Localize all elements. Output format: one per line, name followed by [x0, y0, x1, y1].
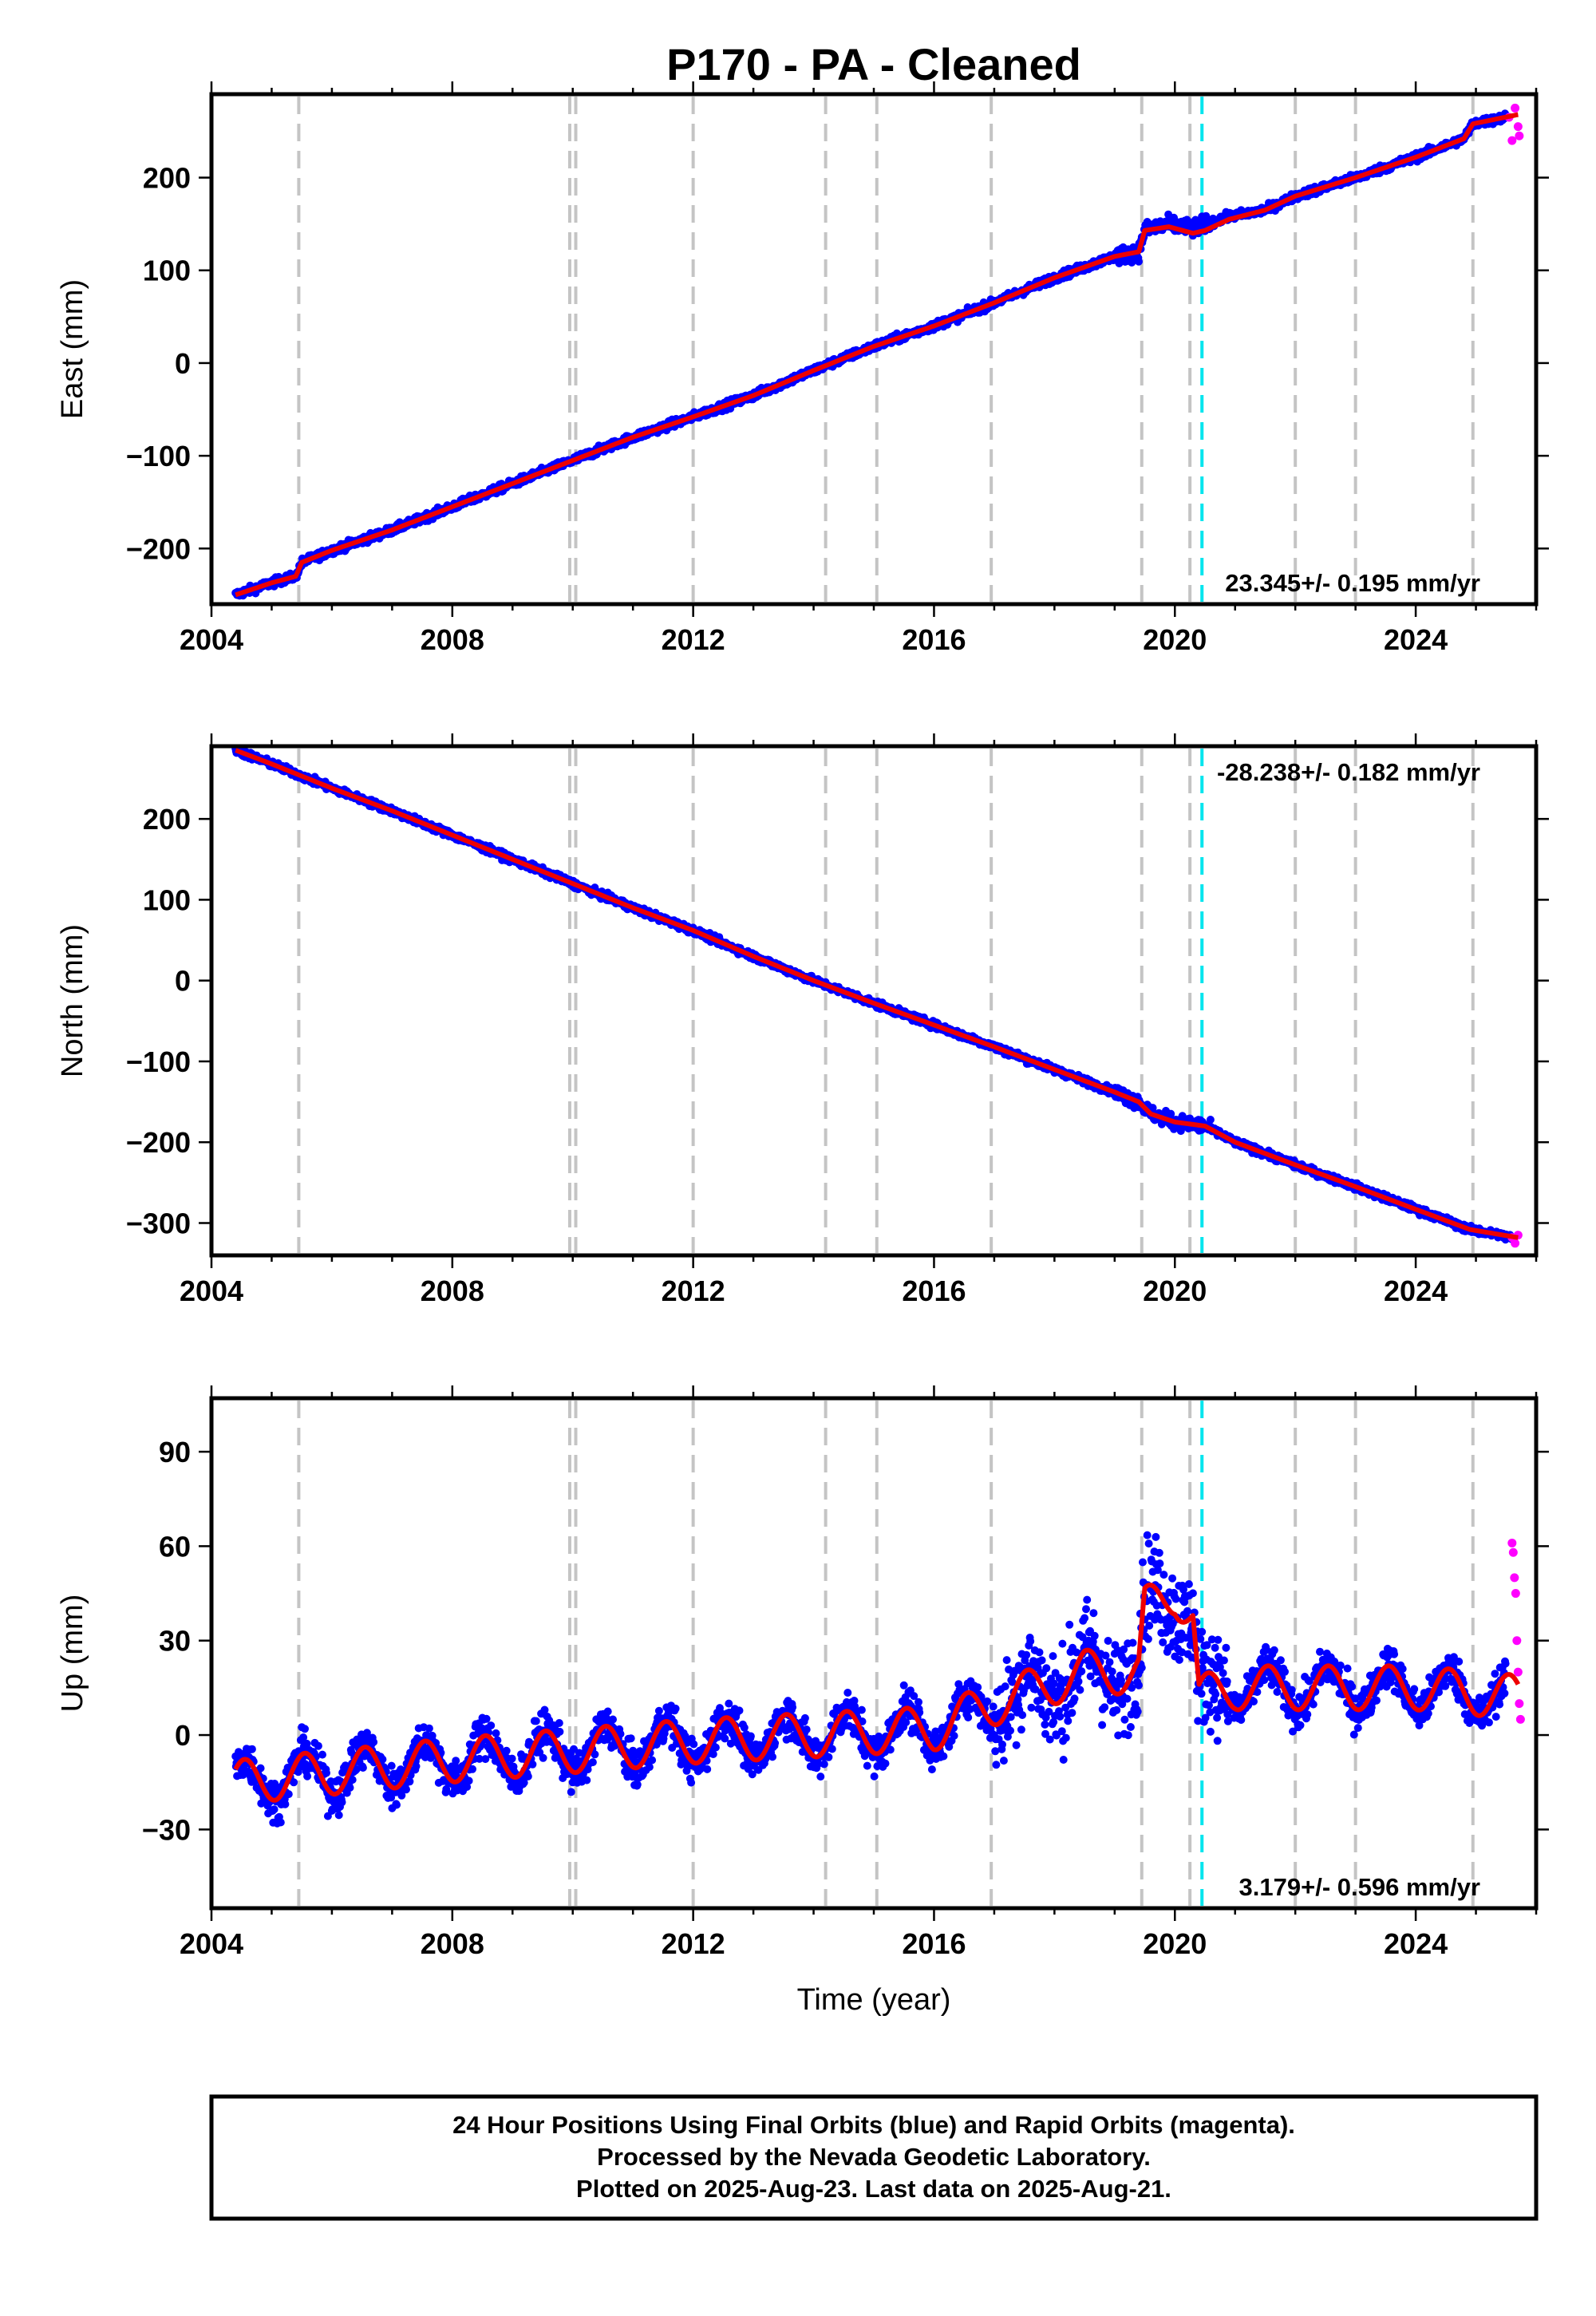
- rapid-orbit-point: [1515, 131, 1524, 140]
- x-tick-label: 2012: [662, 1275, 725, 1307]
- y-tick-label: −30: [142, 1813, 191, 1846]
- footer-frame: [209, 2094, 1539, 2221]
- y-tick-label: −300: [126, 1207, 191, 1239]
- x-tick-label: 2004: [180, 1275, 243, 1307]
- east-panel: 2004 2008 2012 2016 2020 2024 −200 −100 0 100 200 E…: [56, 81, 1549, 656]
- y-tick-label: −100: [126, 440, 191, 472]
- y-axis-label: North (mm): [56, 924, 89, 1077]
- x-tick-label: 2008: [421, 623, 484, 656]
- chart-title: P170 - PA - Cleaned: [666, 39, 1081, 89]
- plot-area: [231, 103, 1524, 600]
- y-tick-label: 0: [175, 965, 191, 998]
- rapid-orbit-point: [1515, 1699, 1524, 1709]
- y-tick-label: 200: [143, 162, 191, 195]
- footer-line-1: 24 Hour Positions Using Final Orbits (bl…: [452, 2111, 1295, 2139]
- x-tick-label: 2008: [421, 1275, 484, 1307]
- footer-box: 24 Hour Positions Using Final Orbits (bl…: [209, 2094, 1539, 2221]
- x-tick-label: 2008: [421, 1927, 484, 1960]
- rapid-orbit-point: [1507, 1538, 1517, 1547]
- y-axis-label: East (mm): [56, 279, 89, 419]
- y-tick-label: 200: [143, 803, 191, 836]
- x-tick-label: 2024: [1384, 1927, 1448, 1960]
- velocity-label: 3.179+/- 0.596 mm/yr: [1239, 1873, 1480, 1901]
- x-tick-label: 2012: [662, 623, 725, 656]
- y-tick-label: 0: [175, 347, 191, 380]
- x-tick-label: 2016: [902, 1275, 966, 1307]
- model-line: [234, 112, 1520, 598]
- x-tick-label: 2004: [180, 623, 243, 656]
- velocity-label: 23.345+/- 0.195 mm/yr: [1225, 569, 1480, 597]
- rapid-orbit-point: [1515, 1714, 1525, 1724]
- x-tick-label: 2024: [1384, 1275, 1448, 1307]
- y-axis-label: Up (mm): [56, 1595, 89, 1713]
- final-orbit-points: [231, 1531, 1510, 1828]
- y-tick-label: −200: [126, 532, 191, 565]
- up-panel: 2004 2008 2012 2016 2020 2024 −30 0 30 60 90 Up (mm…: [56, 1385, 1549, 1960]
- x-tick-label: 2024: [1384, 623, 1448, 656]
- y-tick-label: −100: [126, 1045, 191, 1078]
- rapid-orbit-point: [1511, 1589, 1520, 1599]
- model-line: [233, 1583, 1521, 1803]
- x-axis-label: Time (year): [797, 1983, 951, 2017]
- x-tick-label: 2020: [1143, 1927, 1207, 1960]
- y-tick-label: −200: [126, 1126, 191, 1159]
- x-tick-label: 2020: [1143, 623, 1207, 656]
- y-tick-label: 100: [143, 883, 191, 916]
- x-tick-label: 2012: [662, 1927, 725, 1960]
- plot-area: [231, 746, 1523, 1248]
- rapid-orbit-point: [1513, 1667, 1523, 1677]
- rapid-orbit-point: [1513, 122, 1523, 132]
- rapid-orbit-point: [1511, 103, 1520, 113]
- rapid-orbit-point: [1511, 1239, 1520, 1248]
- x-tick-label: 2016: [902, 1927, 966, 1960]
- plot-area: [231, 1531, 1525, 1828]
- y-tick-label: 100: [143, 255, 191, 287]
- y-tick-label: 90: [159, 1436, 191, 1468]
- rapid-orbit-point: [1512, 1636, 1522, 1646]
- y-tick-label: 30: [159, 1625, 191, 1658]
- final-orbit-points: [231, 109, 1510, 600]
- x-tick-label: 2016: [902, 623, 966, 656]
- rapid-orbit-point: [1507, 136, 1517, 145]
- model-line: [234, 748, 1520, 1240]
- footer-line-3: Plotted on 2025-Aug-23. Last data on 202…: [576, 2175, 1171, 2203]
- footer-line-2: Processed by the Nevada Geodetic Laborat…: [597, 2143, 1151, 2171]
- y-tick-label: 60: [159, 1530, 191, 1563]
- rapid-orbit-point: [1508, 1547, 1518, 1557]
- north-panel: 2004 2008 2012 2016 2020 2024 −300 −200 −100 0 100…: [56, 733, 1549, 1307]
- final-orbit-points: [231, 746, 1516, 1244]
- y-tick-label: 0: [175, 1719, 191, 1752]
- rapid-orbit-point: [1510, 1573, 1519, 1583]
- velocity-label: -28.238+/- 0.182 mm/yr: [1217, 758, 1480, 786]
- x-tick-label: 2020: [1143, 1275, 1207, 1307]
- panel-frame: [209, 1396, 1539, 1911]
- x-tick-label: 2004: [180, 1927, 243, 1960]
